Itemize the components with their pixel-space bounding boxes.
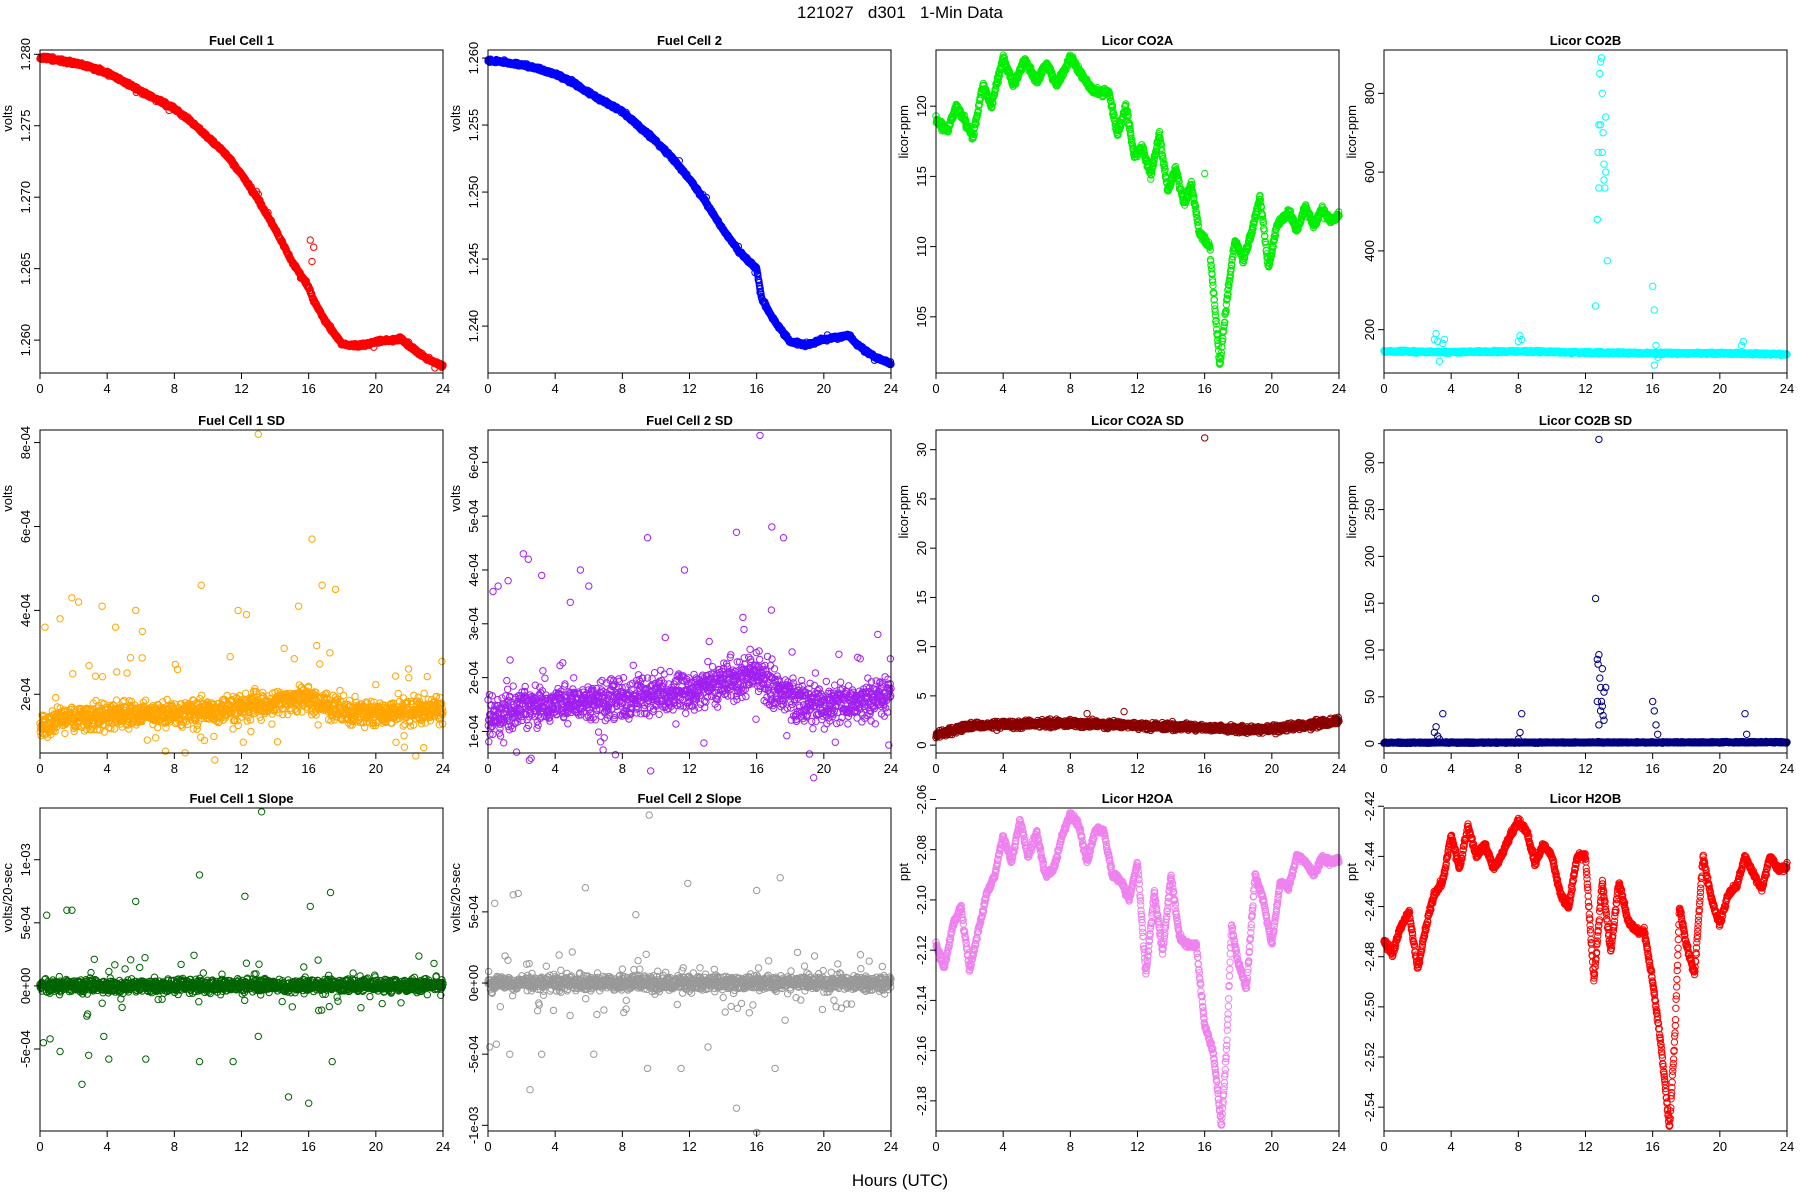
x-tick-label: 0	[36, 381, 43, 396]
y-tick-label: 1.245	[466, 243, 481, 276]
x-tick-label: 12	[1130, 381, 1144, 396]
x-tick-label: 16	[301, 381, 315, 396]
plot-frame	[39, 49, 444, 374]
x-axis: 0 4 8 12 16 20 24	[36, 373, 450, 396]
x-tick-label: 16	[749, 381, 763, 396]
panel-title: Licor CO2B	[1550, 33, 1622, 48]
y-tick-label: 1.250	[466, 176, 481, 209]
y-axis-label: licor-ppm	[896, 105, 911, 158]
x-tick-label: 4	[104, 381, 111, 396]
figure-title: 121027 d301 1-Min Data	[796, 3, 1004, 22]
data-point-outlier	[1201, 169, 1209, 178]
data-points	[932, 51, 1343, 368]
x-tick-label: 20	[369, 381, 383, 396]
y-axis-label: volts	[448, 105, 463, 132]
x-tick-label: 12	[682, 381, 696, 396]
y-axis: 105 110 115 120	[914, 95, 936, 328]
y-tick-label: 1.260	[466, 42, 481, 75]
data-point-outlier	[310, 243, 318, 251]
x-tick-label: 16	[1197, 381, 1211, 396]
data-points	[1380, 54, 1791, 369]
x-tick-label: 20	[817, 381, 831, 396]
y-tick-label: 110	[914, 236, 929, 257]
y-tick-label: 115	[914, 166, 929, 187]
x-axis: 0 4 8 12 16 20 24	[484, 373, 898, 396]
data-points	[36, 52, 447, 372]
panel-title: Licor CO2A	[1102, 33, 1174, 48]
plot-frame	[487, 49, 892, 374]
x-axis: 0 4 8 12 16 20 24	[932, 373, 1346, 396]
x-tick-label: 0	[484, 381, 491, 396]
x-tick-label: 8	[171, 381, 178, 396]
x-tick-label: 4	[552, 381, 559, 396]
x-tick-label: 20	[1265, 381, 1279, 396]
y-tick-label: 1.270	[18, 181, 33, 214]
x-tick-label: 24	[884, 381, 898, 396]
panel-1: Fuel Cell 10 4 8 12 16 20 241.2601.2651.2701.2…	[0, 33, 450, 396]
x-tick-label: 12	[234, 381, 248, 396]
x-tick-label: 8	[1067, 381, 1074, 396]
x-tick-label: 24	[1332, 381, 1346, 396]
panel-2: Fuel Cell 20 4 8 12 16 20 241.2401.2451.2501.2…	[448, 33, 898, 396]
y-tick-label: 1.265	[18, 252, 33, 285]
x-tick-label: 0	[932, 381, 939, 396]
x-tick-label: 4	[1000, 381, 1007, 396]
y-tick-label: 120	[914, 95, 929, 117]
y-tick-label: 1.260	[18, 324, 33, 357]
panel-title: Fuel Cell 2	[657, 33, 722, 48]
y-tick-label: 1.255	[466, 109, 481, 142]
data-point-outlier	[308, 257, 316, 266]
data-points	[484, 55, 895, 369]
y-axis-label: volts	[0, 105, 15, 132]
y-axis: 1.260 1.265 1.270 1.275 1.280	[18, 38, 40, 356]
data-point-outlier	[306, 236, 314, 244]
y-tick-label: 105	[914, 306, 929, 328]
x-tick-label: 8	[619, 381, 626, 396]
x-tick-label: 24	[436, 381, 450, 396]
y-tick-label: 1.280	[18, 38, 33, 71]
panel-title: Fuel Cell 1	[209, 33, 274, 48]
y-tick-label: 1.275	[18, 109, 33, 142]
panel-3: Licor CO2A 0 4 8 12 16 20 24 105 110 115 120licor-p…	[896, 33, 1346, 396]
y-tick-label: 1.240	[466, 310, 481, 343]
y-axis: 1.240 1.245 1.250 1.255 1.260	[466, 42, 488, 343]
